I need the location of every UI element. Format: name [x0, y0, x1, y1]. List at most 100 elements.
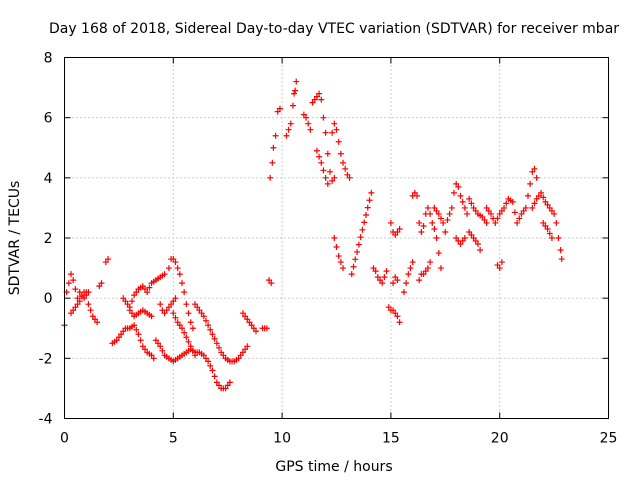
data-point	[118, 331, 125, 338]
data-point	[529, 168, 536, 175]
data-point	[142, 346, 149, 353]
data-point	[520, 207, 527, 214]
data-point	[396, 319, 403, 326]
data-point	[283, 132, 290, 139]
data-point	[115, 334, 122, 341]
data-point	[122, 298, 129, 305]
data-point	[235, 355, 242, 362]
data-point	[181, 289, 188, 296]
data-point	[239, 349, 246, 356]
data-point	[76, 298, 83, 305]
data-point	[246, 319, 253, 326]
data-point	[455, 183, 462, 190]
data-point	[183, 301, 190, 308]
data-point	[215, 382, 222, 389]
data-point	[87, 307, 94, 314]
data-point	[472, 238, 479, 245]
data-point	[546, 204, 553, 211]
data-point	[337, 150, 344, 157]
data-point	[492, 219, 499, 226]
y-axis-label: SDTVAR / TECUs	[7, 181, 23, 296]
data-point	[267, 174, 274, 181]
data-point	[105, 256, 112, 263]
data-point	[355, 241, 362, 248]
data-point	[70, 307, 77, 314]
data-point	[498, 207, 505, 214]
data-point	[533, 174, 540, 181]
data-point	[181, 329, 188, 336]
data-point	[394, 277, 401, 284]
data-point	[466, 195, 473, 202]
data-point	[242, 313, 249, 320]
data-point	[442, 228, 449, 235]
data-point	[522, 204, 529, 211]
data-point	[139, 343, 146, 350]
data-point	[350, 263, 357, 270]
data-point	[340, 265, 347, 272]
data-point	[74, 301, 81, 308]
data-point	[207, 326, 214, 333]
data-point	[170, 256, 177, 263]
x-axis-label: GPS time / hours	[275, 459, 392, 475]
data-point	[394, 313, 401, 320]
data-point	[392, 310, 399, 317]
data-point	[433, 207, 440, 214]
data-point	[185, 338, 192, 345]
data-point	[453, 180, 460, 187]
x-tick-label: 10	[273, 431, 291, 447]
data-point	[120, 295, 127, 302]
data-point	[331, 235, 338, 241]
data-point	[346, 174, 353, 181]
data-point	[239, 310, 246, 317]
data-point	[446, 210, 453, 217]
data-point	[326, 168, 333, 175]
data-point	[316, 90, 323, 97]
data-point	[72, 304, 79, 311]
data-point	[179, 325, 186, 332]
data-point	[126, 304, 133, 311]
data-point	[120, 328, 127, 335]
data-point	[213, 379, 220, 386]
data-point	[274, 108, 281, 115]
data-point	[266, 277, 273, 284]
data-point	[148, 352, 155, 359]
data-point	[405, 271, 412, 278]
data-point	[187, 343, 194, 350]
data-point	[185, 310, 192, 317]
data-point	[409, 259, 416, 266]
data-point	[333, 126, 340, 133]
data-point	[313, 147, 320, 154]
y-tick-label: 4	[44, 171, 53, 187]
data-point	[139, 283, 146, 290]
data-point	[411, 189, 418, 196]
data-point	[157, 343, 164, 350]
data-point	[420, 222, 427, 229]
data-point	[433, 235, 440, 241]
data-point	[377, 277, 384, 284]
data-point	[362, 212, 369, 219]
data-point	[170, 298, 177, 305]
data-point	[152, 337, 159, 344]
data-point	[192, 352, 199, 359]
data-point	[524, 192, 531, 199]
data-point	[85, 301, 92, 308]
data-point	[544, 225, 551, 232]
data-point	[148, 313, 155, 320]
data-point	[72, 286, 79, 293]
data-point	[457, 241, 464, 248]
data-point	[407, 265, 414, 272]
x-tick-label: 25	[600, 431, 618, 447]
data-point	[392, 231, 399, 238]
y-tick-label: 0	[44, 291, 53, 307]
y-tick-label: -2	[39, 351, 53, 367]
data-point	[289, 102, 296, 109]
data-point	[272, 132, 279, 139]
data-point	[422, 268, 429, 275]
data-point	[485, 207, 492, 214]
data-point	[213, 340, 220, 347]
data-point	[424, 265, 431, 272]
data-point	[135, 331, 142, 338]
data-point	[494, 215, 501, 222]
data-point	[496, 210, 503, 217]
